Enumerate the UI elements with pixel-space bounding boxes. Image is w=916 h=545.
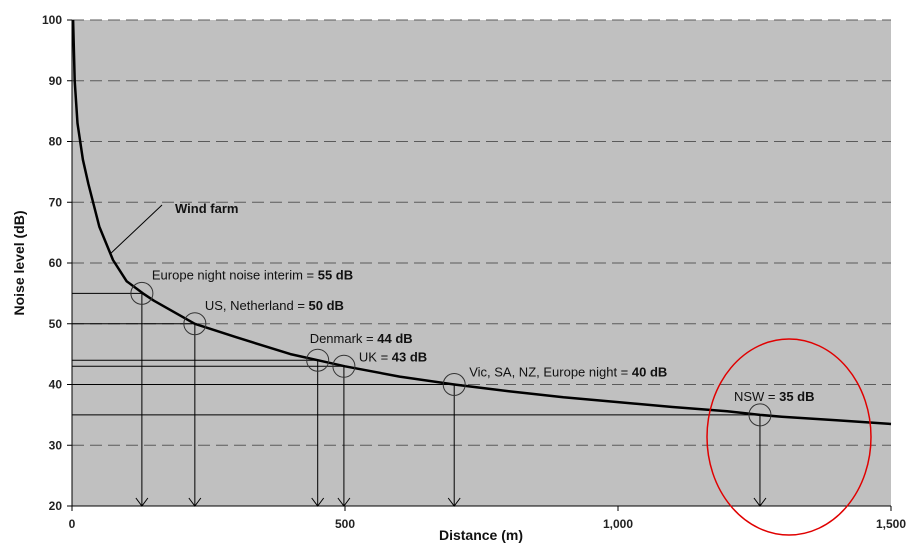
annotations: Europe night noise interim = 55 dB US, Ne…	[130, 267, 815, 427]
y-tick-label: 50	[49, 317, 63, 331]
annotation-prefix: Vic, SA, NZ, Europe night =	[469, 365, 632, 380]
annotation-value: 50 dB	[309, 298, 344, 313]
marker-circle	[183, 312, 207, 336]
y-tick-labels: 20 30 40 50 60 70 80 90 100	[42, 13, 62, 513]
curve-layer	[71, 19, 892, 426]
x-tick-label: 1,500	[876, 517, 906, 531]
marker-circle	[748, 403, 772, 427]
y-tick-label: 60	[49, 256, 63, 270]
axes	[67, 19, 892, 511]
highlight-circle	[706, 338, 872, 536]
annotation-prefix: US, Netherland =	[205, 298, 309, 313]
x-axis-title: Distance (m)	[439, 527, 523, 543]
y-tick-label: 100	[42, 13, 62, 27]
annotation-value: 43 dB	[392, 349, 427, 364]
y-tick-label: 30	[49, 438, 63, 452]
x-tick-label: 500	[335, 517, 355, 531]
annotation-label: Vic, SA, NZ, Europe night = 40 dB	[469, 365, 667, 380]
y-tick-label: 90	[49, 74, 63, 88]
series-line	[71, 19, 892, 426]
y-tick-label: 40	[49, 378, 63, 392]
annotation-prefix: UK =	[359, 349, 392, 364]
y-tick-label: 20	[49, 499, 63, 513]
annotation-label: NSW = 35 dB	[734, 389, 815, 404]
x-tick-label: 1,000	[603, 517, 633, 531]
annotation-value: 35 dB	[779, 389, 814, 404]
x-tick-labels: 0 500 1,000 1,500	[69, 517, 907, 531]
y-axis-title: Noise level (dB)	[11, 210, 27, 315]
y-tick-label: 70	[49, 195, 63, 209]
annotation-prefix: NSW =	[734, 389, 779, 404]
annotation-label: Europe night noise interim = 55 dB	[152, 267, 353, 282]
marker-circle	[306, 348, 330, 372]
y-tick-label: 80	[49, 135, 63, 149]
series-label-leader	[109, 204, 163, 255]
annotation-label: Denmark = 44 dB	[310, 331, 413, 346]
marker-circle	[442, 373, 466, 396]
annotation-prefix: Europe night noise interim =	[152, 267, 318, 282]
marker-circle	[332, 354, 356, 378]
annotation-label: UK = 43 dB	[359, 349, 427, 364]
annotation-value: 55 dB	[318, 267, 353, 282]
annotation-value: 44 dB	[377, 331, 412, 346]
x-tick-label: 0	[69, 517, 76, 531]
series-label: Wind farm	[175, 201, 238, 216]
marker-circle	[130, 281, 154, 305]
annotation-prefix: Denmark =	[310, 331, 378, 346]
annotation-label: US, Netherland = 50 dB	[205, 298, 344, 313]
annotation-value: 40 dB	[632, 365, 667, 380]
